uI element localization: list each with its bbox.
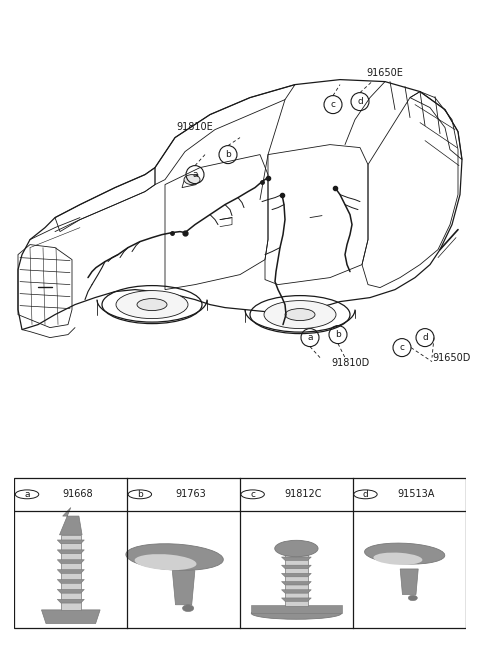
Text: 91810D: 91810D: [331, 358, 369, 367]
Polygon shape: [172, 571, 195, 605]
Polygon shape: [281, 557, 312, 560]
Ellipse shape: [116, 291, 188, 319]
Ellipse shape: [365, 543, 445, 564]
Polygon shape: [281, 590, 312, 593]
Text: d: d: [422, 333, 428, 342]
Ellipse shape: [264, 300, 336, 329]
Polygon shape: [60, 508, 82, 535]
Polygon shape: [400, 569, 418, 594]
Ellipse shape: [408, 595, 417, 601]
Polygon shape: [61, 535, 81, 610]
Ellipse shape: [373, 552, 422, 565]
Text: b: b: [225, 150, 231, 159]
Polygon shape: [57, 550, 84, 554]
Ellipse shape: [126, 544, 223, 570]
Polygon shape: [57, 569, 84, 573]
Text: 91650E: 91650E: [367, 68, 403, 77]
Polygon shape: [281, 565, 312, 569]
Ellipse shape: [182, 605, 194, 611]
Polygon shape: [252, 605, 341, 613]
Text: 91513A: 91513A: [397, 489, 435, 499]
Ellipse shape: [134, 554, 196, 570]
Text: 91668: 91668: [62, 489, 93, 499]
Ellipse shape: [252, 607, 341, 619]
Polygon shape: [281, 582, 312, 585]
Text: 91650D: 91650D: [432, 353, 470, 363]
Ellipse shape: [137, 298, 167, 310]
Text: 91812C: 91812C: [285, 489, 322, 499]
Polygon shape: [285, 555, 308, 606]
Ellipse shape: [184, 174, 200, 184]
Text: a: a: [307, 333, 313, 342]
Bar: [14, 478, 466, 628]
Text: b: b: [137, 490, 143, 499]
Polygon shape: [57, 589, 84, 593]
Text: 91810E: 91810E: [177, 121, 214, 132]
Polygon shape: [281, 598, 312, 602]
Polygon shape: [57, 560, 84, 564]
Text: a: a: [24, 490, 30, 499]
Polygon shape: [57, 579, 84, 583]
Polygon shape: [57, 540, 84, 544]
Circle shape: [275, 541, 318, 557]
Text: 91763: 91763: [175, 489, 206, 499]
Text: d: d: [362, 490, 368, 499]
Ellipse shape: [285, 308, 315, 321]
Polygon shape: [41, 610, 100, 623]
Polygon shape: [57, 600, 84, 603]
Text: a: a: [192, 170, 198, 179]
Text: c: c: [399, 343, 405, 352]
Text: b: b: [335, 330, 341, 339]
Text: c: c: [250, 490, 255, 499]
Text: c: c: [331, 100, 336, 109]
Text: d: d: [357, 97, 363, 106]
Polygon shape: [281, 573, 312, 577]
